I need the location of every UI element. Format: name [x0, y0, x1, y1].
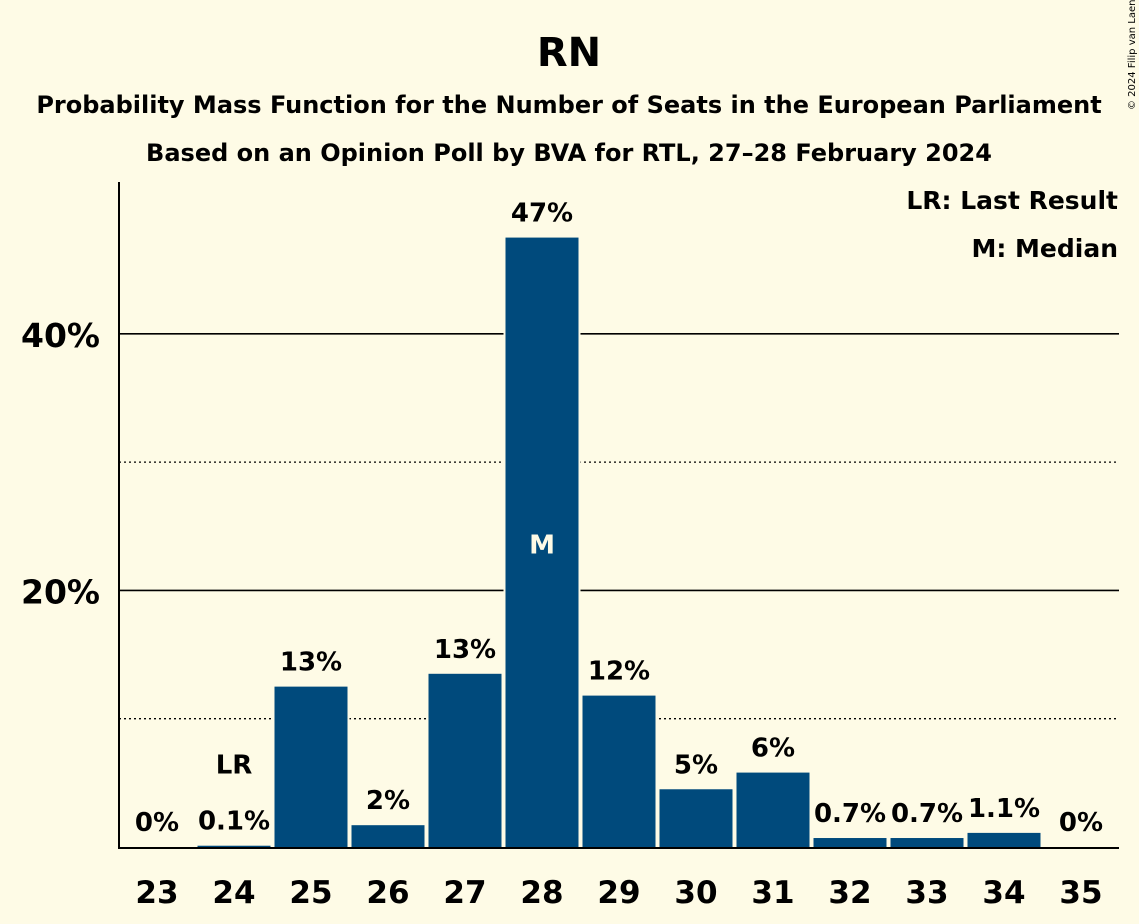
value-labels: 0% 0.1%13%2%13%47%12%5%6%0.7% 0.7% 1.1% 0%LR… — [135, 199, 1103, 838]
x-tick-label-31: 31 — [751, 875, 794, 911]
copyright-notice: © 2024 Filip van Laenen — [1127, 0, 1138, 110]
value-label-30: 5% — [674, 750, 718, 780]
value-label-35: 0% — [1059, 808, 1103, 838]
y-tick-label: 20% — [21, 572, 100, 611]
bar-seats-34 — [967, 832, 1041, 847]
bar-seats-25 — [274, 686, 348, 847]
value-label-25: 13% — [280, 648, 342, 678]
value-label-32: 0.7% — [814, 799, 886, 829]
x-tick-label-32: 32 — [828, 875, 871, 911]
bar-seats-30 — [659, 789, 733, 847]
x-tick-label-25: 25 — [289, 875, 332, 911]
bar-gap — [195, 843, 273, 847]
y-tick-label: 40% — [21, 316, 100, 355]
value-label-33: 0.7% — [891, 799, 963, 829]
value-label-28: 47% — [511, 199, 573, 229]
last-result-marker: LR — [216, 751, 253, 781]
x-tick-label-26: 26 — [366, 875, 409, 911]
value-label-24: 0.1% — [198, 807, 270, 837]
value-label-27: 13% — [434, 635, 496, 665]
bar-seats-27 — [428, 673, 502, 847]
x-tick-label-34: 34 — [982, 875, 1025, 911]
value-label-31: 6% — [751, 734, 795, 764]
legend-last-result: LR: Last Result — [906, 186, 1118, 215]
x-tick-label-33: 33 — [905, 875, 948, 911]
median-marker: M — [529, 530, 555, 560]
legend-median: M: Median — [971, 234, 1118, 263]
x-tick-label-29: 29 — [597, 875, 640, 911]
x-tick-label-30: 30 — [674, 875, 717, 911]
bar-seats-26 — [351, 825, 425, 847]
bar-seats-33 — [890, 838, 964, 847]
bar-seats-29 — [582, 695, 656, 847]
value-label-23: 0% — [135, 808, 179, 838]
bar-seats-31 — [736, 772, 810, 847]
bar-seats-32 — [813, 838, 887, 847]
chart-subtitle-line-2: Based on an Opinion Poll by BVA for RTL,… — [146, 139, 992, 167]
x-tick-label-28: 28 — [520, 875, 563, 911]
chart-subtitle-line-1: Probability Mass Function for the Number… — [36, 91, 1101, 119]
chart-title: RN — [537, 30, 601, 76]
bar-seats-24 — [197, 845, 271, 847]
x-tick-label-23: 23 — [135, 875, 178, 911]
x-tick-label-24: 24 — [212, 875, 255, 911]
x-axis-tick-labels: 23 24 25 26 27 28 29 30 31 32 33 34 35 — [135, 875, 1102, 911]
value-label-34: 1.1% — [968, 794, 1040, 824]
bars — [195, 235, 1043, 847]
x-tick-label-27: 27 — [443, 875, 486, 911]
x-tick-label-35: 35 — [1059, 875, 1102, 911]
bar-seats-28 — [505, 237, 579, 847]
value-label-26: 2% — [366, 786, 410, 816]
value-label-29: 12% — [588, 657, 650, 687]
y-axis-tick-labels: 20% 40% — [21, 316, 100, 612]
